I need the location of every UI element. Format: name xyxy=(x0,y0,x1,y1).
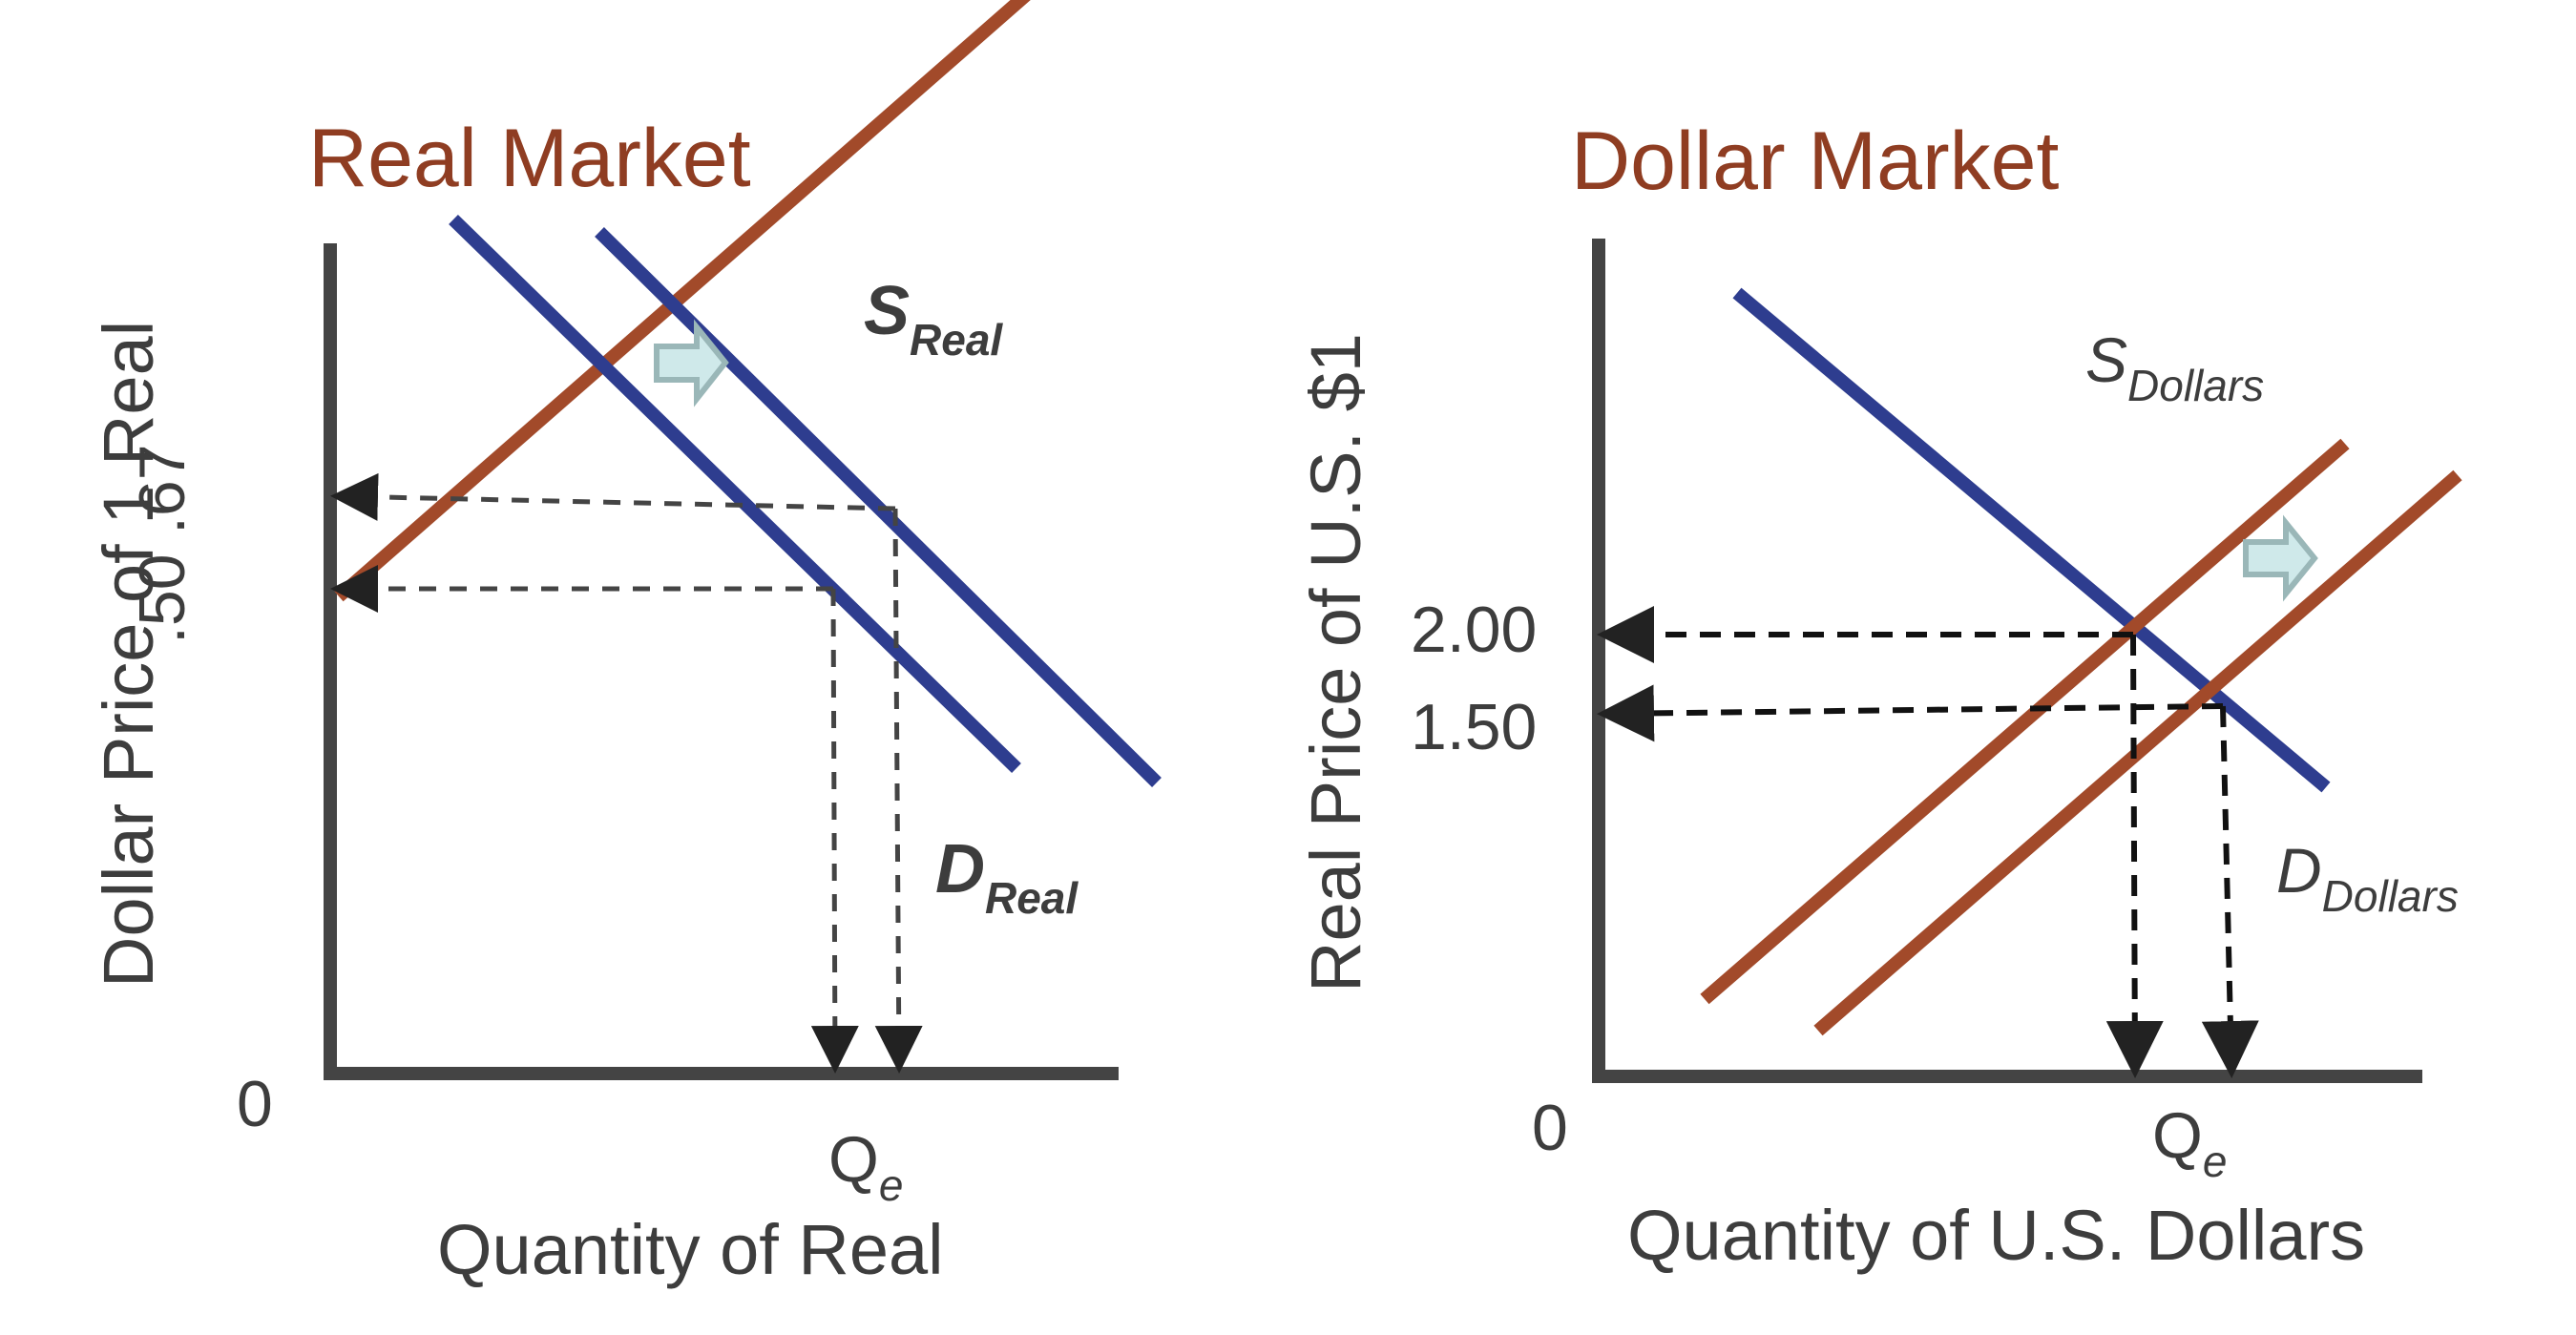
dollar-market-supply-label-sub: Dollars xyxy=(2127,361,2264,410)
dollar-market-supply-label-main: S xyxy=(2085,324,2127,395)
dollar-market-demand-curve-shifted xyxy=(1813,469,2462,1036)
real-market-y-axis-label: Dollar Price of 1 Real xyxy=(89,321,168,988)
dollar-market-demand-label: DDollars xyxy=(2276,835,2459,921)
real-market-title: Real Market xyxy=(308,113,751,204)
dollar-market-price-tick-200: 2.00 xyxy=(1411,594,1537,666)
real-market-price-tick-050: .50 xyxy=(126,553,199,644)
real-market-supply-label-sub: Real xyxy=(910,315,1003,365)
real-market-price-tick-067: .67 xyxy=(126,444,199,534)
dollar-market-origin-label: 0 xyxy=(1532,1092,1568,1164)
dollar-market-quantity-tick-sub: e xyxy=(2203,1137,2228,1186)
dollar-market-x-axis-label: Quantity of U.S. Dollars xyxy=(1627,1196,2365,1275)
dollar-market-demand-label-main: D xyxy=(2276,835,2322,906)
real-market-supply-label: SReal xyxy=(864,273,1003,365)
dollar-market-quantity-guide-original xyxy=(2105,634,2164,1078)
real-market-quantity-tick: Qe xyxy=(828,1123,904,1210)
real-market-supply-label-main: S xyxy=(864,273,910,349)
dollar-market-quantity-tick: Qe xyxy=(2152,1099,2228,1186)
dollar-market-price-tick-150: 1.50 xyxy=(1411,691,1537,763)
dollar-market-supply-label: SDollars xyxy=(2085,324,2264,410)
real-market-quantity-guide-original xyxy=(810,588,859,1074)
dollar-market-quantity-tick-main: Q xyxy=(2152,1099,2203,1172)
real-market-price-guide-067 xyxy=(330,472,896,521)
real-market-demand-label-main: D xyxy=(935,831,985,907)
dollar-market-demand-label-sub: Dollars xyxy=(2322,871,2459,921)
right-arrow-icon xyxy=(654,319,729,407)
real-market-quantity-tick-sub: e xyxy=(879,1160,904,1210)
real-market-origin-label: 0 xyxy=(237,1068,273,1140)
real-market-quantity-guide-shifted xyxy=(874,508,923,1074)
dollar-market-demand-curve-original xyxy=(1700,438,2350,1005)
real-market-supply-curve xyxy=(334,0,1031,602)
dollar-market-supply-curve xyxy=(1732,287,2331,793)
real-market-x-axis-label: Quantity of Real xyxy=(437,1210,944,1289)
dollar-market-title: Dollar Market xyxy=(1571,115,2059,207)
real-market-demand-curve-original xyxy=(449,214,1021,774)
real-market-quantity-tick-main: Q xyxy=(828,1123,879,1196)
right-arrow-icon xyxy=(2243,514,2318,602)
real-market-panel: Real Market Dollar Price of 1 Real Quant… xyxy=(89,0,1162,1289)
dollar-market-panel: Dollar Market Real Price of U.S. $1 Quan… xyxy=(1296,115,2462,1275)
real-market-demand-label-sub: Real xyxy=(985,873,1079,923)
dollar-market-quantity-guide-shifted xyxy=(2201,705,2259,1078)
real-market-demand-curve-shifted xyxy=(595,227,1162,787)
real-market-demand-label: DReal xyxy=(935,831,1079,923)
dollar-market-y-axis-label: Real Price of U.S. $1 xyxy=(1296,333,1375,992)
